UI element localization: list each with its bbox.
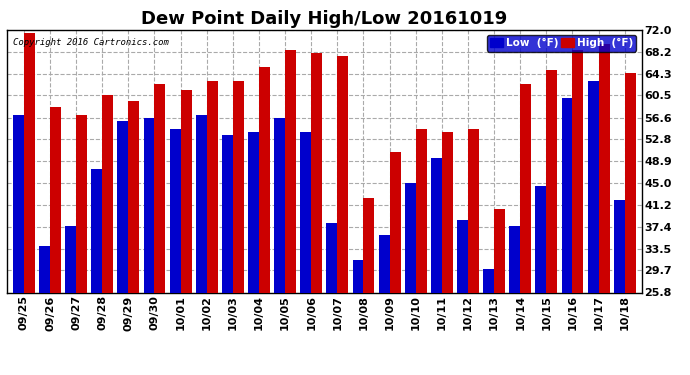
Bar	[337, 56, 348, 375]
Bar	[353, 260, 364, 375]
Bar	[311, 53, 322, 375]
Bar	[285, 50, 296, 375]
Text: Copyright 2016 Cartronics.com: Copyright 2016 Cartronics.com	[13, 38, 169, 47]
Bar	[76, 115, 87, 375]
Bar	[390, 152, 401, 375]
Bar	[624, 73, 635, 375]
Bar	[222, 135, 233, 375]
Bar	[573, 50, 584, 375]
Bar	[181, 90, 192, 375]
Bar	[599, 44, 609, 375]
Bar	[170, 129, 181, 375]
Bar	[117, 121, 128, 375]
Bar	[196, 115, 207, 375]
Bar	[65, 226, 76, 375]
Bar	[588, 81, 599, 375]
Bar	[405, 183, 416, 375]
Bar	[442, 132, 453, 375]
Bar	[326, 223, 337, 375]
Bar	[259, 67, 270, 375]
Bar	[39, 246, 50, 375]
Bar	[155, 84, 166, 375]
Bar	[483, 268, 494, 375]
Bar	[494, 209, 505, 375]
Bar	[468, 129, 479, 375]
Bar	[13, 115, 24, 375]
Bar	[431, 158, 442, 375]
Bar	[509, 226, 520, 375]
Bar	[520, 84, 531, 375]
Bar	[207, 81, 218, 375]
Title: Dew Point Daily High/Low 20161019: Dew Point Daily High/Low 20161019	[141, 10, 507, 28]
Bar	[144, 118, 155, 375]
Bar	[546, 70, 558, 375]
Bar	[102, 95, 113, 375]
Legend: Low  (°F), High  (°F): Low (°F), High (°F)	[487, 35, 636, 51]
Bar	[613, 201, 624, 375]
Bar	[248, 132, 259, 375]
Bar	[364, 198, 375, 375]
Bar	[233, 81, 244, 375]
Bar	[562, 98, 573, 375]
Bar	[379, 234, 390, 375]
Bar	[50, 107, 61, 375]
Bar	[535, 186, 546, 375]
Bar	[91, 169, 102, 375]
Bar	[24, 33, 35, 375]
Bar	[128, 101, 139, 375]
Bar	[300, 132, 311, 375]
Bar	[274, 118, 285, 375]
Bar	[457, 220, 468, 375]
Bar	[416, 129, 426, 375]
